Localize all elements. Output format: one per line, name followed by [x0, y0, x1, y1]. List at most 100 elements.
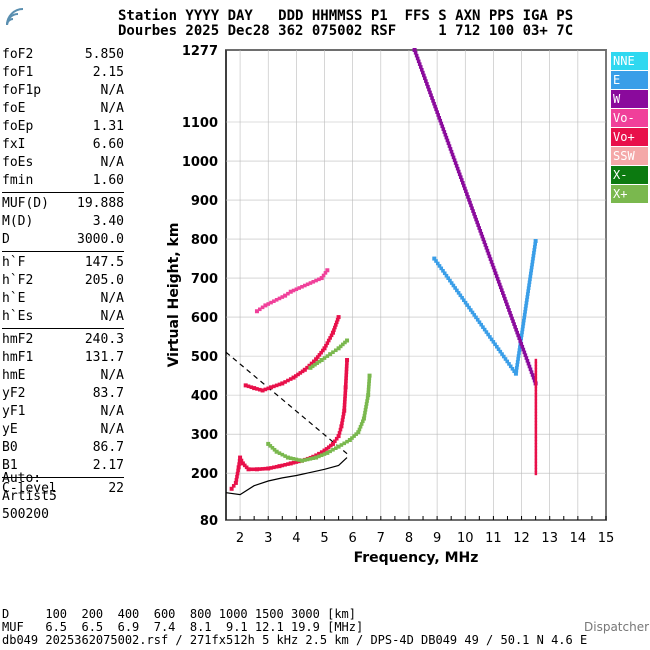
trace-point: [425, 82, 429, 86]
trace-point: [414, 53, 419, 58]
trace-point: [532, 378, 537, 383]
parameter-name: yE: [2, 422, 18, 437]
x-axis-label: Frequency, MHz: [354, 550, 479, 566]
parameter-name: foF1: [2, 65, 34, 80]
parameter-name: foE: [2, 101, 26, 116]
trace-point: [331, 350, 335, 355]
x-tick-label: 5: [320, 531, 328, 546]
trace-point: [283, 462, 287, 467]
trace-point: [345, 361, 349, 365]
parameter-value: 3.40: [92, 214, 124, 229]
trace-point: [469, 203, 473, 208]
parameter-separator: [2, 328, 124, 329]
trace-point: [329, 333, 334, 338]
trace-point: [268, 444, 273, 448]
trace-point: [480, 234, 485, 239]
trace-point: [255, 387, 259, 391]
trace-point: [529, 271, 533, 276]
trace-point: [294, 374, 298, 378]
trace-point: [460, 295, 464, 300]
trace-point: [485, 248, 490, 253]
trace-point: [313, 362, 317, 367]
vertical-trace-point: [534, 443, 538, 448]
parameter-name: D: [2, 232, 10, 247]
x-tick-label: 14: [570, 531, 587, 546]
trace-point: [450, 152, 455, 157]
trace-point: [300, 284, 304, 289]
trace-point: [239, 458, 244, 463]
trace-point: [308, 281, 313, 285]
trace-point: [343, 397, 347, 401]
legend-item-ssw: SSW: [611, 147, 648, 165]
trace-point: [337, 431, 342, 435]
trace-point: [338, 344, 343, 349]
trace-point: [343, 385, 348, 390]
trace-point: [343, 340, 347, 345]
parameter-value: 2.17: [92, 458, 124, 473]
trace-point: [495, 344, 499, 349]
parameter-value: 1.31: [92, 119, 124, 134]
trace-point: [277, 296, 282, 301]
trace-point: [342, 406, 347, 410]
parameter-row: hmE N/A: [2, 367, 124, 385]
trace-point: [438, 118, 443, 123]
parameter-name: h`F: [2, 255, 26, 270]
trace-point: [532, 248, 537, 252]
trace-point: [481, 237, 486, 242]
trace-point: [416, 59, 421, 64]
trace-point: [317, 353, 322, 357]
trace-point: [524, 356, 529, 360]
trace-point: [434, 107, 438, 112]
trace-point: [277, 464, 282, 469]
trace-point: [340, 418, 345, 422]
trace-point: [342, 403, 347, 407]
parameter-value: 2.15: [92, 65, 124, 80]
trace-point: [528, 367, 533, 372]
trace-point: [526, 361, 531, 366]
trace-point: [345, 439, 349, 444]
trace-point: [325, 268, 330, 273]
trace-point: [514, 368, 519, 373]
trace-point: [452, 158, 457, 163]
y-tick-label: 200: [191, 467, 218, 482]
trace-point: [249, 385, 254, 390]
trace-point: [445, 138, 450, 143]
trace-point: [458, 175, 463, 179]
trace-point: [336, 346, 341, 351]
trace-point: [529, 370, 534, 374]
trace-point: [518, 345, 522, 349]
trace-point: [314, 278, 318, 283]
trace-point: [479, 231, 484, 236]
trace-point: [302, 367, 307, 372]
trace-point: [269, 466, 273, 470]
parameter-row: foEp 1.31: [2, 118, 124, 136]
parameter-value: 240.3: [84, 332, 124, 347]
trace-point: [280, 452, 285, 457]
trace-point: [322, 452, 327, 456]
trace-point: [513, 371, 518, 376]
trace-point: [505, 359, 510, 364]
trace-point: [494, 274, 499, 278]
trace-point: [365, 399, 369, 403]
parameter-row: h`E N/A: [2, 290, 124, 308]
parameter-row: foF2 5.850: [2, 46, 124, 64]
trace-point: [235, 471, 240, 476]
trace-point: [324, 447, 329, 451]
trace-point: [333, 323, 338, 327]
trace-point: [527, 283, 531, 288]
parameter-value: 147.5: [84, 255, 124, 270]
trace-point: [492, 268, 497, 273]
electron-density-profile: [225, 457, 348, 496]
trace-point: [344, 373, 349, 377]
trace-point: [326, 338, 331, 343]
trace-point: [434, 259, 438, 263]
parameter-row: B1 2.17: [2, 457, 124, 475]
y-tick-label: 300: [191, 428, 218, 443]
signal-logo-icon: [6, 8, 24, 26]
trace-point: [490, 262, 495, 267]
trace-point: [335, 317, 340, 322]
vertical-trace-point: [534, 386, 538, 391]
trace-point: [442, 271, 447, 276]
trace-point: [249, 467, 254, 472]
